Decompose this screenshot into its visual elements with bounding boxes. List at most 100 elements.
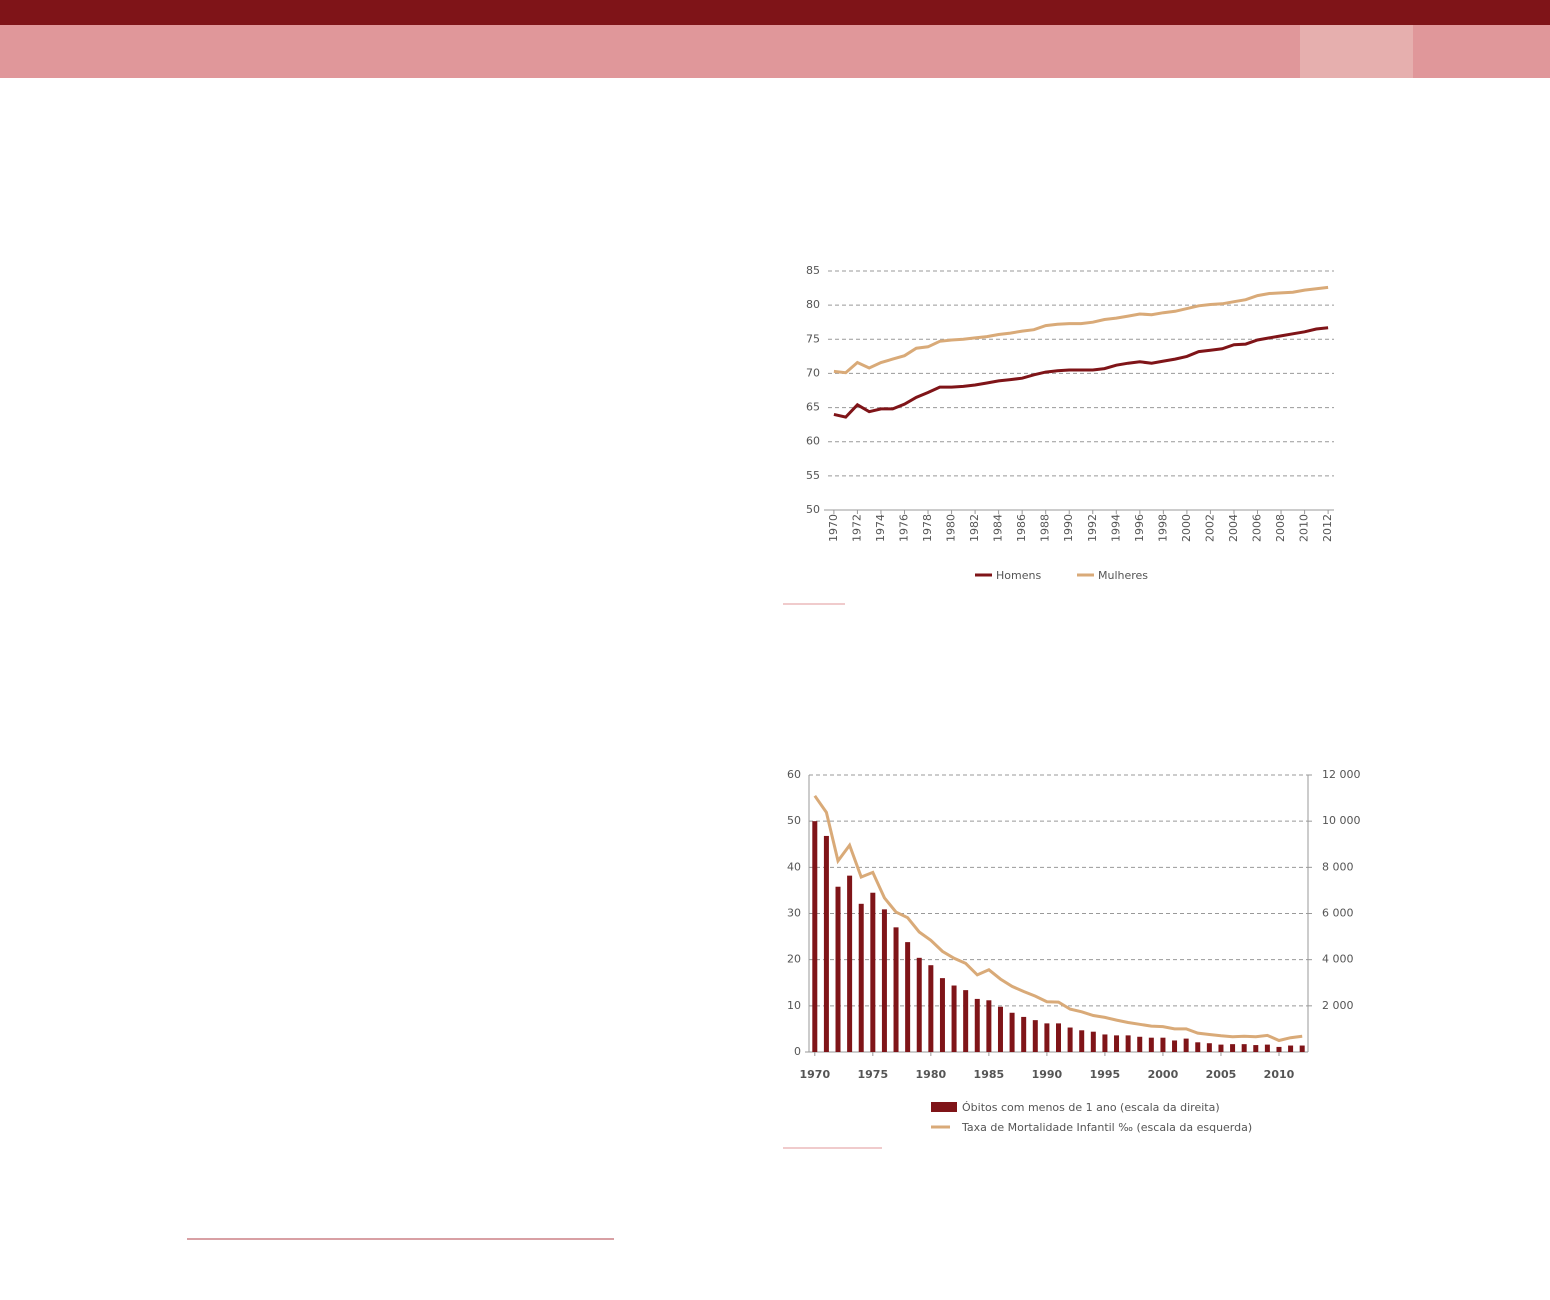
x-tick-label: 1975: [858, 1068, 889, 1081]
y-tick-label: 50: [806, 503, 820, 516]
bar: [1195, 1042, 1201, 1052]
bar: [870, 892, 876, 1052]
bar: [1079, 1030, 1085, 1052]
bar: [1148, 1037, 1154, 1052]
bar: [1253, 1045, 1259, 1052]
bar: [1125, 1035, 1131, 1052]
bar: [1056, 1023, 1061, 1052]
x-tick-label: 2012: [1321, 514, 1334, 542]
bar: [1264, 1044, 1270, 1052]
legend-label: Mulheres: [1098, 569, 1148, 582]
legend-swatch: [931, 1102, 957, 1112]
x-tick-label: 1984: [992, 514, 1005, 542]
x-tick-label: 2008: [1274, 514, 1287, 542]
y2-tick-label: 10 000: [1322, 814, 1361, 827]
bar: [1206, 1043, 1212, 1052]
bar: [1090, 1031, 1096, 1052]
y-tick-label: 40: [787, 860, 801, 873]
x-tick-label: 2010: [1298, 514, 1311, 542]
bar: [986, 1000, 992, 1052]
bar: [1299, 1045, 1305, 1052]
x-tick-label: 2010: [1264, 1068, 1295, 1081]
bar: [1114, 1035, 1120, 1052]
y-tick-label: 65: [806, 401, 820, 414]
x-tick-label: 2004: [1227, 514, 1240, 542]
bar: [1032, 1020, 1038, 1052]
line-series: [813, 794, 1303, 1043]
x-tick-label: 1986: [1015, 514, 1028, 542]
line-series: [833, 285, 1329, 375]
x-tick-label: 1976: [897, 514, 910, 542]
bar: [951, 985, 957, 1052]
y-tick-label: 30: [787, 907, 801, 920]
bar: [835, 886, 841, 1052]
legend-label: Óbitos com menos de 1 ano (escala da dir…: [962, 1101, 1220, 1114]
bar: [928, 965, 934, 1052]
x-tick-label: 1998: [1156, 514, 1169, 542]
y2-tick-label: 12 000: [1322, 768, 1361, 781]
header-band: [0, 25, 1550, 78]
y2-tick-label: 4 000: [1322, 953, 1354, 966]
x-tick-label: 1992: [1086, 514, 1099, 542]
x-tick-label: 1970: [827, 514, 840, 542]
bar: [1230, 1044, 1236, 1052]
bar: [812, 821, 818, 1052]
y-tick-label: 75: [806, 332, 820, 345]
x-tick-label: 2000: [1180, 514, 1193, 542]
legend-label: Homens: [996, 569, 1041, 582]
y-tick-label: 85: [806, 264, 820, 277]
x-tick-label: 1974: [874, 514, 887, 542]
bar: [905, 942, 911, 1052]
bar: [1137, 1036, 1143, 1052]
line-series: [833, 326, 1329, 419]
bar: [858, 903, 864, 1052]
x-tick-label: 2005: [1206, 1068, 1237, 1081]
y-tick-label: 20: [787, 953, 801, 966]
bar: [1288, 1045, 1294, 1052]
x-tick-label: 1996: [1133, 514, 1146, 542]
bar: [939, 978, 945, 1052]
y-tick-label: 50: [787, 814, 801, 827]
bar: [963, 990, 969, 1052]
x-tick-label: 2000: [1148, 1068, 1179, 1081]
y-tick-label: 60: [806, 435, 820, 448]
y-tick-label: 60: [787, 768, 801, 781]
x-tick-label: 1978: [921, 514, 934, 542]
x-tick-label: 1988: [1039, 514, 1052, 542]
x-tick-label: 1980: [945, 514, 958, 542]
bar: [893, 927, 899, 1052]
bar: [1102, 1034, 1108, 1052]
y-tick-label: 55: [806, 469, 820, 482]
bar: [1021, 1016, 1027, 1052]
y2-tick-label: 2 000: [1322, 999, 1354, 1012]
bar: [881, 909, 887, 1052]
x-tick-label: 1980: [916, 1068, 947, 1081]
x-tick-label: 1990: [1062, 514, 1075, 542]
y-tick-label: 10: [787, 999, 801, 1012]
bar: [1241, 1044, 1247, 1052]
bar: [1044, 1023, 1050, 1052]
bar: [1218, 1044, 1224, 1052]
bar: [974, 998, 980, 1052]
header-tab: [1300, 25, 1413, 78]
legend-label: Taxa de Mortalidade Infantil ‰ (escala d…: [961, 1121, 1252, 1134]
x-tick-label: 1990: [1032, 1068, 1063, 1081]
x-tick-label: 1982: [968, 514, 981, 542]
y2-tick-label: 8 000: [1322, 860, 1354, 873]
x-tick-label: 2002: [1203, 514, 1216, 542]
bar: [847, 875, 853, 1052]
x-tick-label: 2006: [1251, 514, 1264, 542]
bar: [1009, 1012, 1015, 1052]
bar: [1183, 1038, 1189, 1052]
y-tick-label: 80: [806, 298, 820, 311]
y-tick-label: 70: [806, 366, 820, 379]
x-tick-label: 1972: [850, 514, 863, 542]
bar: [1276, 1046, 1282, 1052]
x-tick-label: 1995: [1090, 1068, 1121, 1081]
bar: [1160, 1037, 1166, 1052]
bar: [823, 835, 829, 1052]
x-tick-label: 1994: [1109, 514, 1122, 542]
bar: [916, 957, 922, 1052]
x-tick-label: 1985: [974, 1068, 1005, 1081]
